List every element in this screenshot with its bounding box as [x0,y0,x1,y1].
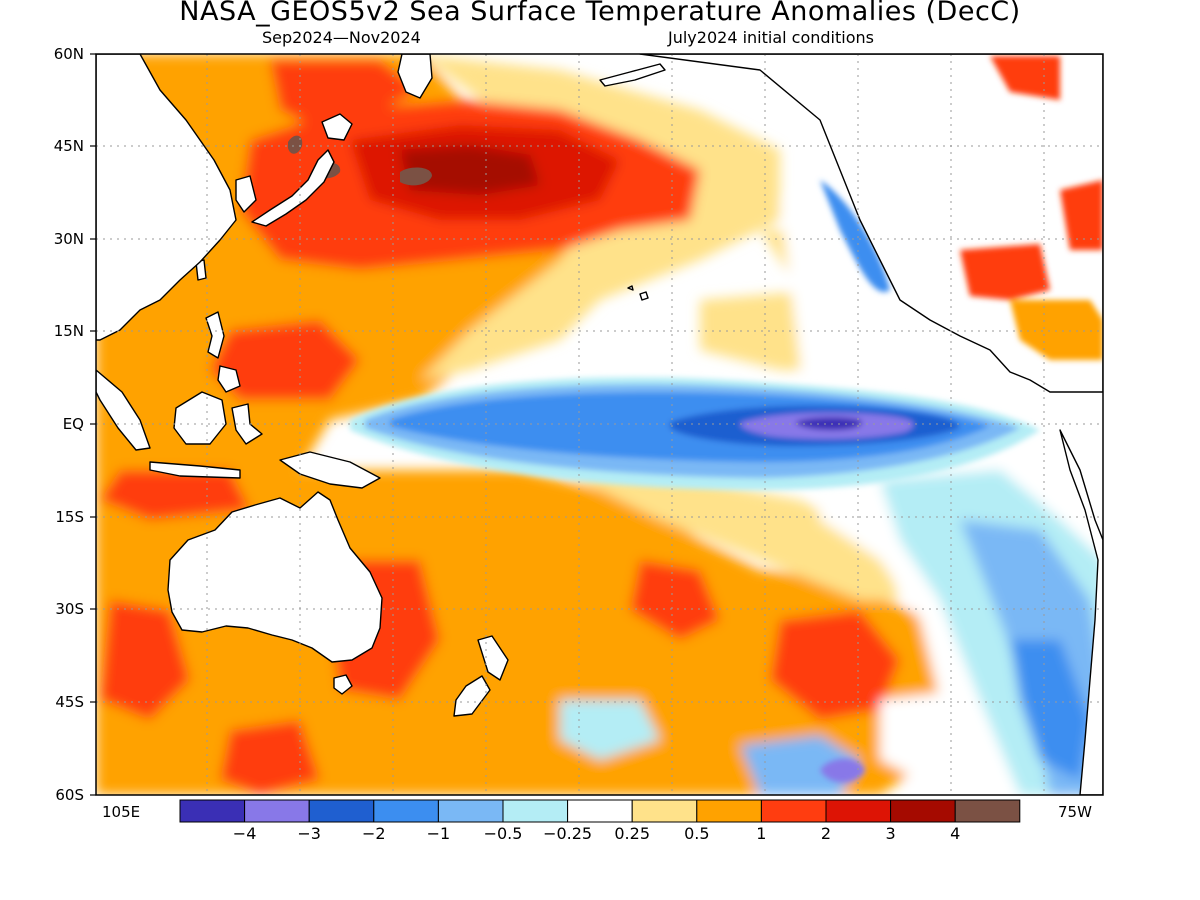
lat-label-30n: 30N [53,230,84,248]
australia-outline [167,491,383,663]
colorbar-swatch [954,799,1021,823]
colorbar-swatch [373,799,439,823]
initial-conditions: July2024 initial conditions [668,28,874,47]
colorbar-swatch [631,799,698,823]
colorbar-swatch [890,799,956,823]
lat-label-eq: EQ [62,415,84,433]
colorbar-swatch [567,799,633,823]
new-zealand-outline [477,635,509,681]
graticule [96,54,1103,795]
colorbar-tick-label: −2 [362,824,386,843]
colorbar-tick-label: 0.25 [614,824,650,843]
north-america-outline [639,54,1103,393]
lat-label-60n: 60N [53,45,84,63]
colorbar-tick-label: −1 [426,824,451,843]
lon-label-left: 105E [102,803,141,821]
colorbar-swatch [696,799,762,823]
colorbar-tick-label: 1 [756,824,767,843]
colorbar-tick-label: −0.25 [543,824,593,843]
colorbar-tick-label: 0.5 [684,824,710,843]
colorbar-swatch [760,799,827,823]
lat-label-15s: 15S [55,508,84,526]
map-title: NASA_GEOS5v2 Sea Surface Temperature Ano… [179,0,1021,27]
colorbar-tick-label: −3 [297,824,321,843]
colorbar-swatch [437,799,504,823]
land-masses [96,54,1103,795]
colorbar [179,799,1021,823]
colorbar-tick-label: 2 [820,824,832,843]
axis-ticks [90,53,96,796]
colorbar-swatch [825,799,892,823]
lat-label-30s: 30S [55,600,84,618]
colorbar-tick-label: 3 [885,824,896,843]
colorbar-tick-label: 4 [950,824,961,843]
colorbar-swatch [244,799,310,823]
lat-label-60s: 60S [55,786,84,804]
south-america-outline [1059,429,1103,795]
lat-label-15n: 15N [53,322,84,340]
colorbar-tick-label: −4 [232,824,257,843]
lon-label-right: 75W [1058,803,1092,821]
colorbar-swatch [308,799,375,823]
forecast-period: Sep2024—Nov2024 [262,28,421,47]
anomaly-field [96,54,1103,795]
lat-label-45s: 45S [55,693,84,711]
colorbar-swatch [502,799,569,823]
colorbar-tick-label: −0.5 [483,824,523,843]
lat-label-45n: 45N [53,137,84,155]
colorbar-swatch [179,799,246,823]
